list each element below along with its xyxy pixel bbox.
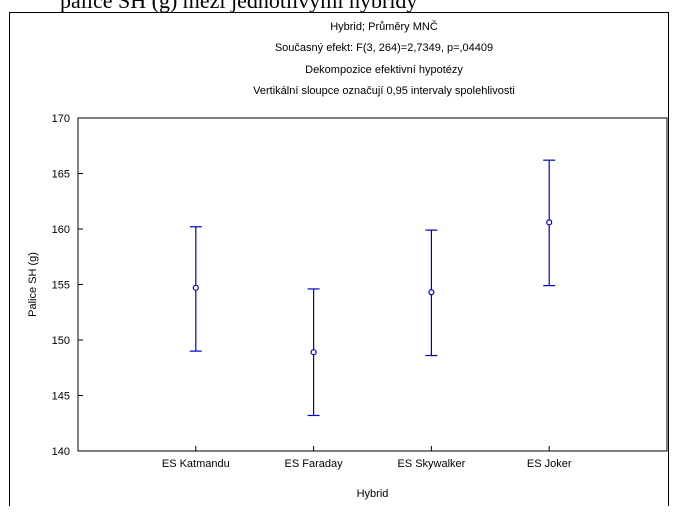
mean-marker-2: [310, 349, 317, 356]
x-tick-label-2: ES Faraday: [285, 458, 344, 470]
y-tick-label-150: 150: [52, 335, 70, 347]
series-means: [189, 159, 556, 417]
plot-area: [77, 117, 668, 452]
y-tick-label-140: 140: [52, 446, 70, 458]
caption-fragment-text: palice SH (g) mezi jednotlivými hybridy: [60, 0, 417, 12]
y-axis-label: Palice SH (g): [27, 252, 39, 317]
chart-frame: Hybrid; Průměry MNČ Současný efekt: F(3, …: [9, 12, 669, 506]
x-tick-label-4: ES Joker: [527, 458, 572, 470]
chart-canvas: Hybrid; Průměry MNČ Současný efekt: F(3, …: [27, 20, 668, 500]
y-tick-label-165: 165: [52, 169, 70, 181]
title-line-4: Vertikální sloupce označují 0,95 interva…: [253, 85, 515, 97]
x-axis-label: Hybrid: [357, 488, 389, 500]
x-axis: ES Katmandu ES Faraday ES Skywalker ES Joke…: [162, 446, 572, 470]
y-tick-label-160: 160: [52, 224, 70, 236]
y-tick-label-145: 145: [52, 391, 70, 403]
y-tick-label-170: 170: [52, 113, 70, 125]
title-line-3: Dekompozice efektivní hypotézy: [305, 64, 463, 76]
caption-fragment: palice SH (g) mezi jednotlivými hybridy: [0, 0, 679, 12]
mean-marker-1: [192, 284, 199, 291]
y-tick-label-155: 155: [52, 280, 70, 292]
mean-marker-3: [428, 289, 435, 296]
x-tick-label-3: ES Skywalker: [397, 458, 465, 470]
x-tick-label-1: ES Katmandu: [162, 458, 230, 470]
mean-marker-4: [546, 219, 553, 226]
title-line-1: Hybrid; Průměry MNČ: [330, 20, 438, 33]
chart-title: Hybrid; Průměry MNČ Současný efekt: F(3, …: [253, 20, 515, 97]
y-axis: 140 145 150 155 160 165 170: [52, 113, 83, 458]
title-line-2: Současný efekt: F(3, 264)=2,7349, p=,044…: [275, 42, 493, 54]
